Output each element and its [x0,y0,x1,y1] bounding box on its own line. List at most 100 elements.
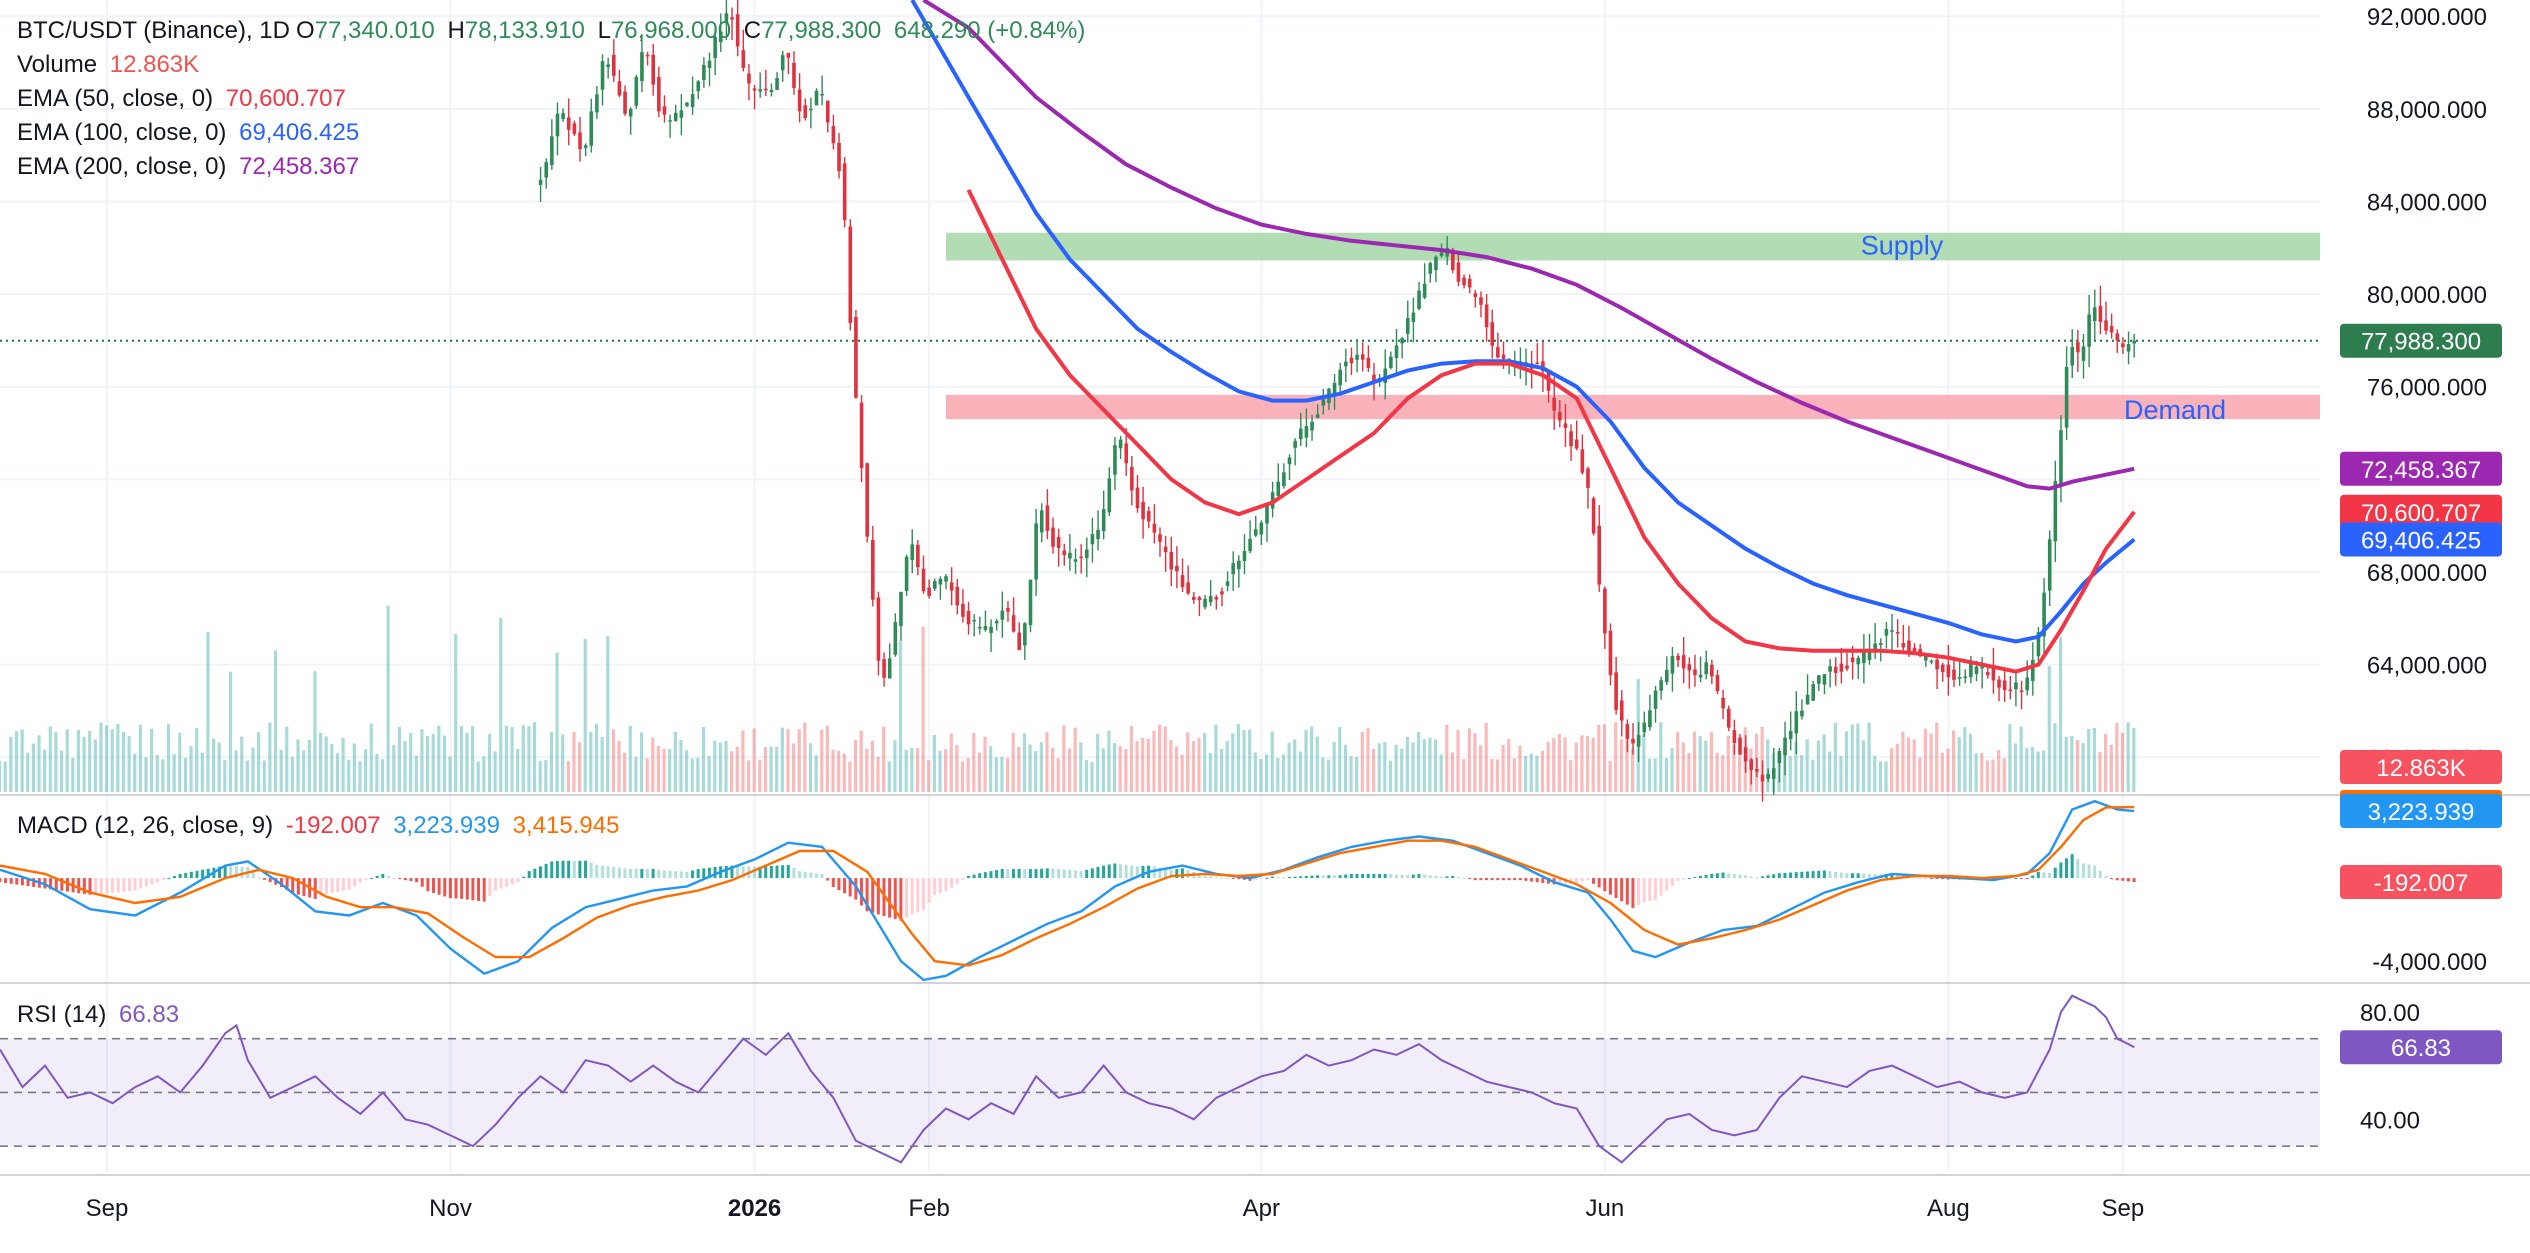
macd-histogram-bar [240,866,244,879]
candle-body [696,81,701,92]
macd-histogram-bar [364,878,368,881]
candle-body [583,145,588,148]
macd-histogram-bar [1845,873,1849,879]
macd-histogram-bar [161,878,165,881]
macd-histogram-bar [629,869,633,879]
volume-tag-bg [2340,750,2502,784]
volume-bar [127,736,131,792]
candle-body [775,77,779,90]
candle-body [2104,320,2108,331]
ema200-row[interactable]: EMA (200, close, 0) 72,458.367 [17,150,1091,184]
candle-body [1124,443,1129,464]
ema100-row[interactable]: EMA (100, close, 0) 69,406.425 [17,116,1091,150]
macd-histogram-bar [1282,877,1286,879]
macd-histogram-bar [460,878,464,899]
candle-body [758,89,762,92]
candle-body [2087,314,2091,347]
volume-bar [324,736,328,792]
macd-histogram-bar [358,878,362,883]
macd-histogram-bar [1096,866,1100,879]
volume-bar [1107,730,1111,792]
price-tick-label: 88,000.000 [2367,97,2487,124]
volume-bar [566,761,570,792]
volume-bar [335,753,340,792]
candle-body [825,100,830,123]
macd-histogram-bar [651,869,655,879]
candle-body [1231,563,1236,575]
volume-bar [1158,724,1162,792]
volume-bar [2075,739,2080,792]
macd-histogram-bar [409,878,413,882]
volume-bar [1270,731,1274,792]
macd-histogram-bar [1394,874,1398,879]
macd-histogram-bar [370,878,374,880]
volume-bar [578,742,582,792]
volume-bar [1146,738,1150,792]
macd-histogram-bar [1777,873,1781,879]
macd-histogram-tag-bg [2340,865,2502,900]
candle-body [848,226,853,323]
macd-histogram-bar [381,873,385,879]
macd-histogram-bar [471,878,475,901]
macd-histogram-bar [1456,877,1460,879]
macd-macd-tag-text: 3,223.939 [2368,799,2475,826]
symbol-label[interactable]: BTC/USDT (Binance), 1D [17,17,290,44]
macd-histogram-bar [938,878,942,893]
macd-histogram-bar [330,878,334,893]
volume-bar [1096,733,1100,792]
candle-body [1400,338,1404,344]
macd-histogram-bar [572,860,576,879]
macd-histogram-bar [1676,878,1680,881]
candle-body [1963,676,1968,679]
macd-legend[interactable]: MACD (12, 26, close, 9) -192.007 3,223.9… [17,809,625,843]
candle-body [1090,534,1095,545]
candle-body [1141,501,1145,520]
candle-body [882,659,886,678]
macd-hist-value: -192.007 [285,812,381,839]
candle-body [1636,735,1641,747]
rsi-legend[interactable]: RSI (14) 66.83 [17,998,185,1032]
candle-body [1811,684,1816,701]
macd-histogram-bar [144,878,148,887]
candle-body [679,110,684,118]
volume-bar [1428,737,1432,792]
macd-histogram-bar [1704,874,1708,879]
macd-histogram-bar [386,875,390,879]
volume-bar [2042,750,2046,792]
candle-body [916,544,920,568]
volume-bar [31,743,35,792]
volume-bar [1822,734,1826,792]
volume-bar [927,760,931,792]
ema50-value: 70,600.707 [225,85,346,112]
candle-body [1355,354,1359,360]
ema200-tag: 72,458.367 [2340,451,2502,486]
volume-bar [1456,730,1460,792]
volume-bar [2036,751,2040,792]
ema50-row[interactable]: EMA (50, close, 0) 70,600.707 [17,82,1091,116]
candle-body [1839,663,1844,672]
volume-bar [144,757,148,792]
macd-histogram-bar [888,878,892,918]
volume-bar [1631,748,1635,792]
macd-histogram-bar [257,877,261,879]
price-tick-label: 64,000.000 [2367,653,2487,680]
macd-histogram-bar [854,878,858,900]
volume-bar [561,734,565,792]
volume-bar [645,758,649,792]
volume-bar [150,728,154,792]
volume-row[interactable]: Volume 12.863K [17,48,1091,82]
macd-histogram-bar [1670,878,1674,886]
macd-histogram-bar [1698,875,1702,879]
macd-histogram-bar [133,878,137,891]
candle-body [1287,457,1292,465]
candle-body [1631,738,1635,744]
time-tick-label: 2026 [728,1195,781,1222]
macd-histogram-bar [865,878,869,912]
volume-bar [110,729,114,792]
candle-body [1850,657,1855,663]
candle-body [1619,700,1624,721]
macd-histogram-bar [420,878,424,887]
volume-bar [1174,746,1179,792]
candle-body [876,597,881,661]
